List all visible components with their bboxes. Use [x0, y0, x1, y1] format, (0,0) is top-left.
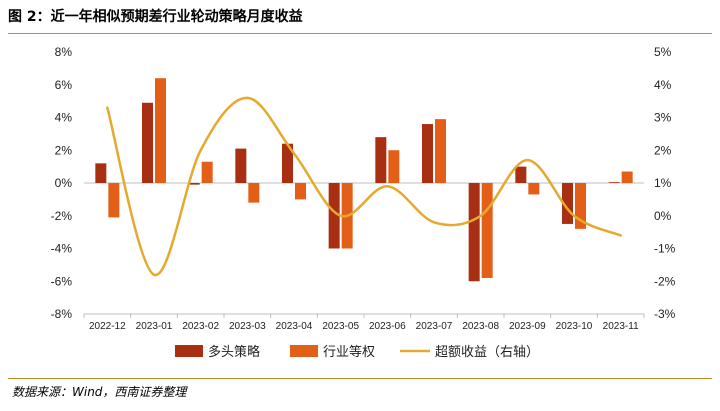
y-left-tick-label: -2%: [51, 209, 73, 223]
bar-industry-equal-weight: [155, 78, 166, 183]
y-left-tick-label: 6%: [55, 78, 73, 92]
bar-long-strategy: [375, 137, 387, 183]
bar-long-strategy: [142, 102, 153, 183]
legend-industry-equal-weight-swatch: [290, 345, 318, 357]
bar-long-strategy: [515, 166, 527, 183]
y-right-tick-label: 0%: [654, 209, 672, 223]
source-note: 数据来源：Wind，西南证券整理: [12, 385, 187, 399]
x-tick-label: 2023-07: [416, 321, 453, 332]
y-right-tick-label: 2%: [654, 143, 672, 157]
y-left-tick-label: 8%: [55, 45, 73, 59]
y-right-tick-label: -2%: [654, 274, 676, 288]
y-left-tick-label: 0%: [55, 176, 73, 190]
y-right-tick-label: 4%: [654, 78, 672, 92]
x-tick-label: 2023-08: [462, 321, 499, 332]
bar-industry-equal-weight: [481, 183, 493, 278]
bar-long-strategy: [422, 124, 433, 183]
x-tick-label: 2023-06: [369, 321, 406, 332]
y-left-tick-label: 2%: [55, 143, 73, 157]
x-tick-label: 2023-02: [182, 321, 219, 332]
y-left-tick-label: -6%: [51, 274, 73, 288]
source-rule: [8, 378, 712, 379]
bar-industry-equal-weight: [201, 161, 213, 183]
x-tick-label: 2023-01: [136, 321, 173, 332]
bar-industry-equal-weight: [575, 183, 586, 229]
excess-return-line: [106, 96, 622, 276]
x-tick-label: 2023-05: [322, 321, 359, 332]
bar-industry-equal-weight: [621, 171, 633, 183]
bar-long-strategy: [328, 183, 340, 249]
x-tick-label: 2023-09: [509, 321, 546, 332]
legend-long-strategy-swatch: [175, 345, 203, 357]
bar-group: [95, 78, 633, 282]
bar-industry-equal-weight: [435, 119, 446, 183]
y-right-tick-label: 3%: [654, 111, 672, 125]
x-tick-label: 2023-11: [603, 321, 639, 332]
bar-long-strategy: [188, 183, 200, 185]
bar-industry-equal-weight: [108, 183, 120, 218]
y-right-tick-label: -1%: [654, 242, 676, 256]
bar-long-strategy: [282, 143, 293, 183]
bar-long-strategy: [468, 183, 480, 282]
bar-long-strategy: [235, 148, 247, 183]
x-tick-label: 2023-10: [556, 321, 593, 332]
bar-long-strategy: [95, 163, 107, 183]
bar-long-strategy: [608, 182, 620, 183]
chart: 8% 6% 4% 2% 0% -2% -4% -6% -8% 5% 4% 3% 2% 1% 0% -1% -2%…: [51, 45, 676, 360]
figure-title: 图 2：近一年相似预期差行业轮动策略月度收益: [8, 9, 303, 25]
excess-line-group: [106, 96, 622, 276]
x-tick-label: 2023-04: [276, 321, 313, 332]
legend-long-strategy-label: 多头策略: [208, 344, 260, 360]
y-right-tick-label: 1%: [654, 176, 672, 190]
title-rule: [8, 33, 712, 34]
bar-industry-equal-weight: [388, 150, 400, 183]
chart-axes: 8% 6% 4% 2% 0% -2% -4% -6% -8% 5% 4% 3% 2% 1% 0% -1% -2%…: [51, 45, 676, 332]
legend-industry-equal-weight-label: 行业等权: [323, 344, 375, 360]
y-right-tick-label: 5%: [654, 45, 672, 59]
y-left-tick-label: -4%: [51, 242, 73, 256]
y-left-tick-label: -8%: [51, 307, 73, 321]
legend: 多头策略 行业等权 超额收益（右轴）: [175, 344, 539, 360]
x-tick-label: 2022-12: [89, 321, 126, 332]
y-right-tick-label: -3%: [654, 307, 676, 321]
y-left-tick-label: 4%: [55, 111, 73, 125]
bar-industry-equal-weight: [295, 183, 306, 200]
bar-industry-equal-weight: [248, 183, 260, 203]
legend-excess-return-label: 超额收益（右轴）: [435, 345, 539, 360]
bar-industry-equal-weight: [528, 183, 540, 195]
bar-long-strategy: [562, 183, 573, 224]
x-tick-label: 2023-03: [229, 321, 266, 332]
